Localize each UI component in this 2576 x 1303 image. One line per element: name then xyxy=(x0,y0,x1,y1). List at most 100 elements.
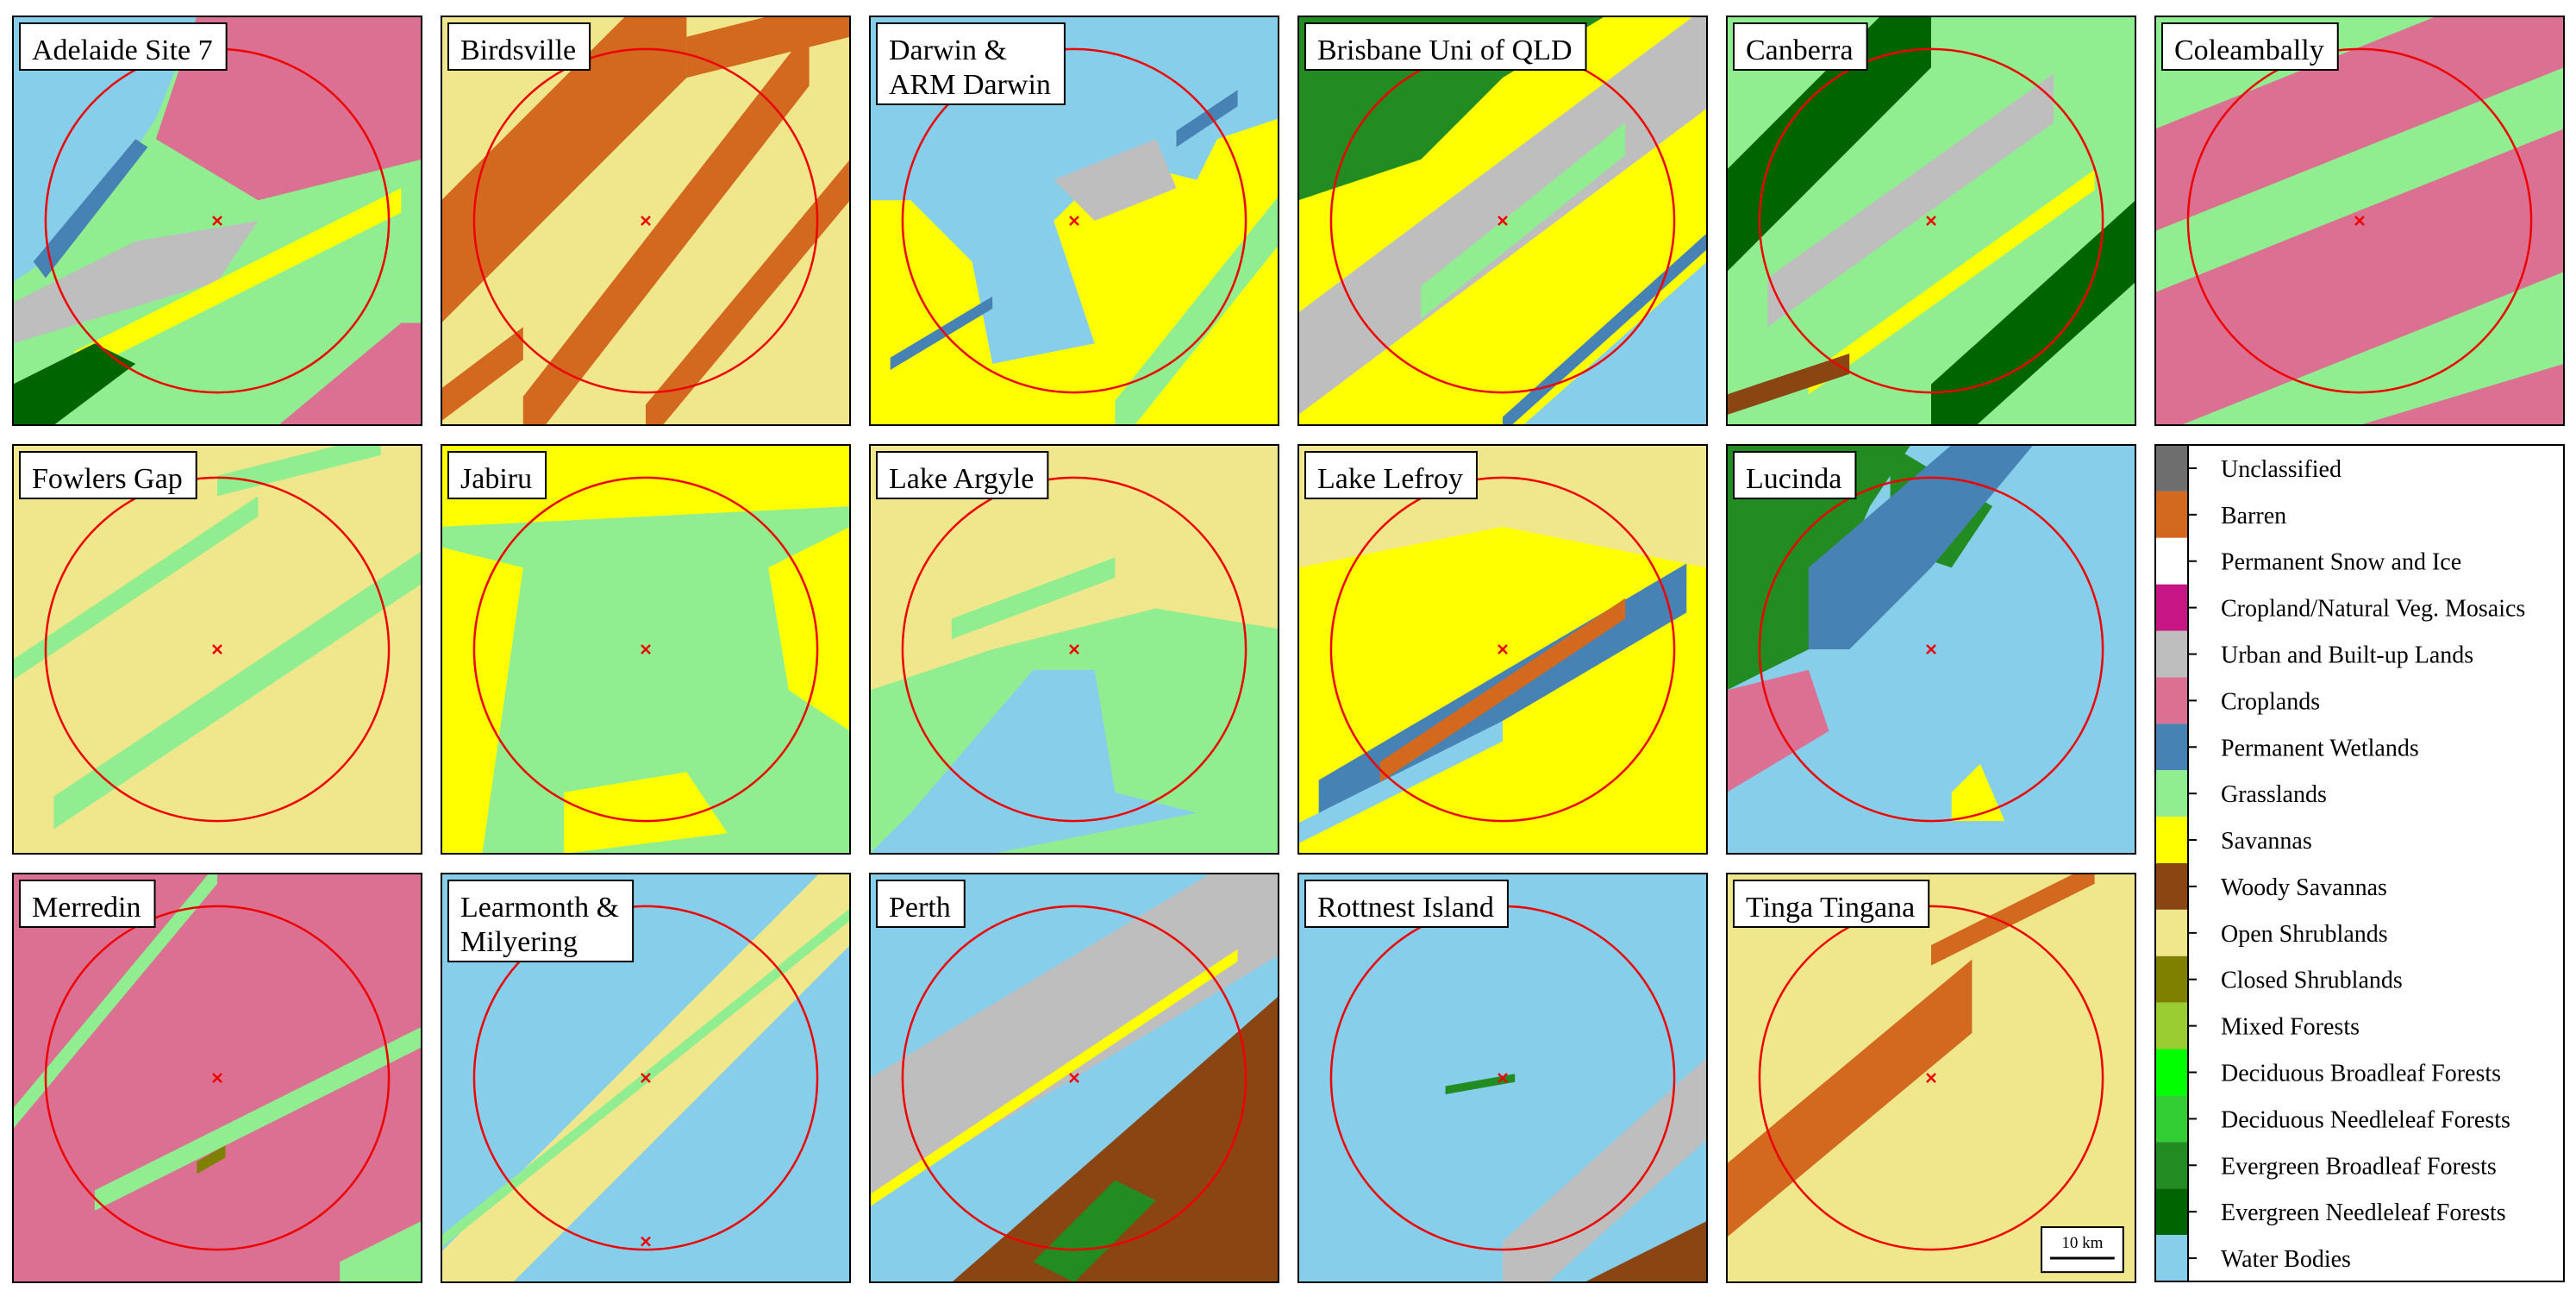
land-cover xyxy=(1445,1074,1516,1094)
panel-title: Merredin xyxy=(32,892,141,924)
panel-title: Darwin & xyxy=(889,34,1007,66)
title-box xyxy=(19,451,197,499)
panel-title: Perth xyxy=(889,892,951,924)
land-cover xyxy=(870,874,1279,1201)
legend-label: Unclassified xyxy=(2221,456,2342,483)
map-panel xyxy=(13,16,422,425)
panel-title: Lake Argyle xyxy=(889,463,1034,495)
site-radius xyxy=(901,476,1247,823)
land-cover xyxy=(340,1220,422,1282)
legend-swatch xyxy=(2155,1095,2188,1143)
land-cover xyxy=(564,772,728,854)
site-marker xyxy=(1926,644,1936,655)
site-marker xyxy=(1926,1073,1936,1083)
site-radius xyxy=(472,476,819,823)
land-cover xyxy=(13,343,136,425)
land-cover xyxy=(1379,598,1626,783)
land-cover xyxy=(522,28,810,425)
panel-title: Adelaide Site 7 xyxy=(32,34,213,66)
site-marker xyxy=(641,216,651,226)
land-cover xyxy=(1727,354,1850,416)
land-cover xyxy=(1421,122,1626,319)
land-cover xyxy=(1727,16,1931,273)
legend-swatch xyxy=(2155,770,2188,818)
panel-title: Lake Lefroy xyxy=(1317,463,1463,495)
site-radius xyxy=(901,47,1247,394)
land-cover xyxy=(1727,959,1973,1237)
panel-title: ARM Darwin xyxy=(889,69,1051,101)
panel-border xyxy=(1726,16,2136,426)
panel-border xyxy=(441,444,851,855)
site-radius xyxy=(472,47,819,394)
land-cover xyxy=(870,669,1197,854)
title-box xyxy=(447,880,635,962)
land-cover xyxy=(74,188,402,377)
land-cover xyxy=(1584,1220,1707,1282)
map-panel xyxy=(1727,874,2135,1282)
panel-title: Milyering xyxy=(460,926,578,958)
title-box xyxy=(19,22,228,71)
panel-title: Fowlers Gap xyxy=(32,463,183,495)
land-cover xyxy=(197,1145,226,1175)
site-radius xyxy=(44,476,391,823)
legend-label: Deciduous Broadleaf Forests xyxy=(2221,1061,2501,1087)
title-box xyxy=(447,22,591,71)
panel-title: Birdsville xyxy=(460,34,576,66)
map-panel xyxy=(1298,445,1707,854)
legend-label: Woody Savannas xyxy=(2221,874,2387,901)
land-cover xyxy=(13,874,217,1130)
panel-border xyxy=(12,873,422,1283)
map-panel xyxy=(13,874,422,1282)
legend-label: Permanent Snow and Ice xyxy=(2221,549,2461,576)
legend-swatch xyxy=(2155,909,2188,956)
title-box xyxy=(1733,22,1868,71)
land-cover xyxy=(278,323,422,425)
site-radius xyxy=(1758,476,2104,823)
land-cover xyxy=(686,16,850,78)
map-panel xyxy=(1727,16,2135,425)
legend-swatch xyxy=(2155,863,2188,910)
map-panel xyxy=(1298,874,1707,1282)
site-radius xyxy=(44,905,391,1251)
site-marker xyxy=(1497,216,1508,226)
site-marker xyxy=(1069,644,1079,655)
land-cover xyxy=(1503,1057,1707,1282)
panel-title: Learmonth & xyxy=(460,892,619,924)
land-cover xyxy=(441,16,687,323)
panel-title: Lucinda xyxy=(1746,463,1841,495)
land-cover xyxy=(441,327,523,422)
land-cover xyxy=(94,1026,422,1212)
land-cover xyxy=(1951,763,2005,822)
site-marker xyxy=(212,216,222,226)
land-cover xyxy=(13,221,259,344)
title-box xyxy=(1733,880,1930,928)
land-cover xyxy=(2155,128,2564,425)
land-cover xyxy=(1054,139,1177,221)
site-marker xyxy=(2354,216,2365,226)
land-cover xyxy=(1808,169,2095,395)
panel-border xyxy=(12,16,422,426)
land-cover xyxy=(1033,1180,1156,1282)
site-radius xyxy=(2186,47,2533,394)
legend-swatch xyxy=(2155,1235,2188,1281)
panel-border xyxy=(12,444,422,855)
land-cover xyxy=(890,296,993,371)
site-marker xyxy=(641,1073,651,1083)
land-cover xyxy=(951,996,1279,1282)
map-panel xyxy=(441,445,850,854)
panel-title: Coleambally xyxy=(2174,34,2324,66)
map-panel xyxy=(870,874,1279,1282)
legend-swatch xyxy=(2155,630,2188,678)
land-cover xyxy=(1727,669,1829,792)
land-cover xyxy=(1931,874,2095,966)
panel-border xyxy=(1297,444,1708,855)
legend-swatch xyxy=(2155,1002,2188,1049)
legend-label: Permanent Wetlands xyxy=(2221,735,2419,761)
legend-swatch xyxy=(2155,1142,2188,1189)
site-radius xyxy=(472,905,819,1251)
land-cover xyxy=(1503,233,1707,425)
panel-title: Canberra xyxy=(1746,34,1854,66)
panel-border xyxy=(2154,16,2565,426)
legend-label: Open Shrublands xyxy=(2221,921,2388,948)
